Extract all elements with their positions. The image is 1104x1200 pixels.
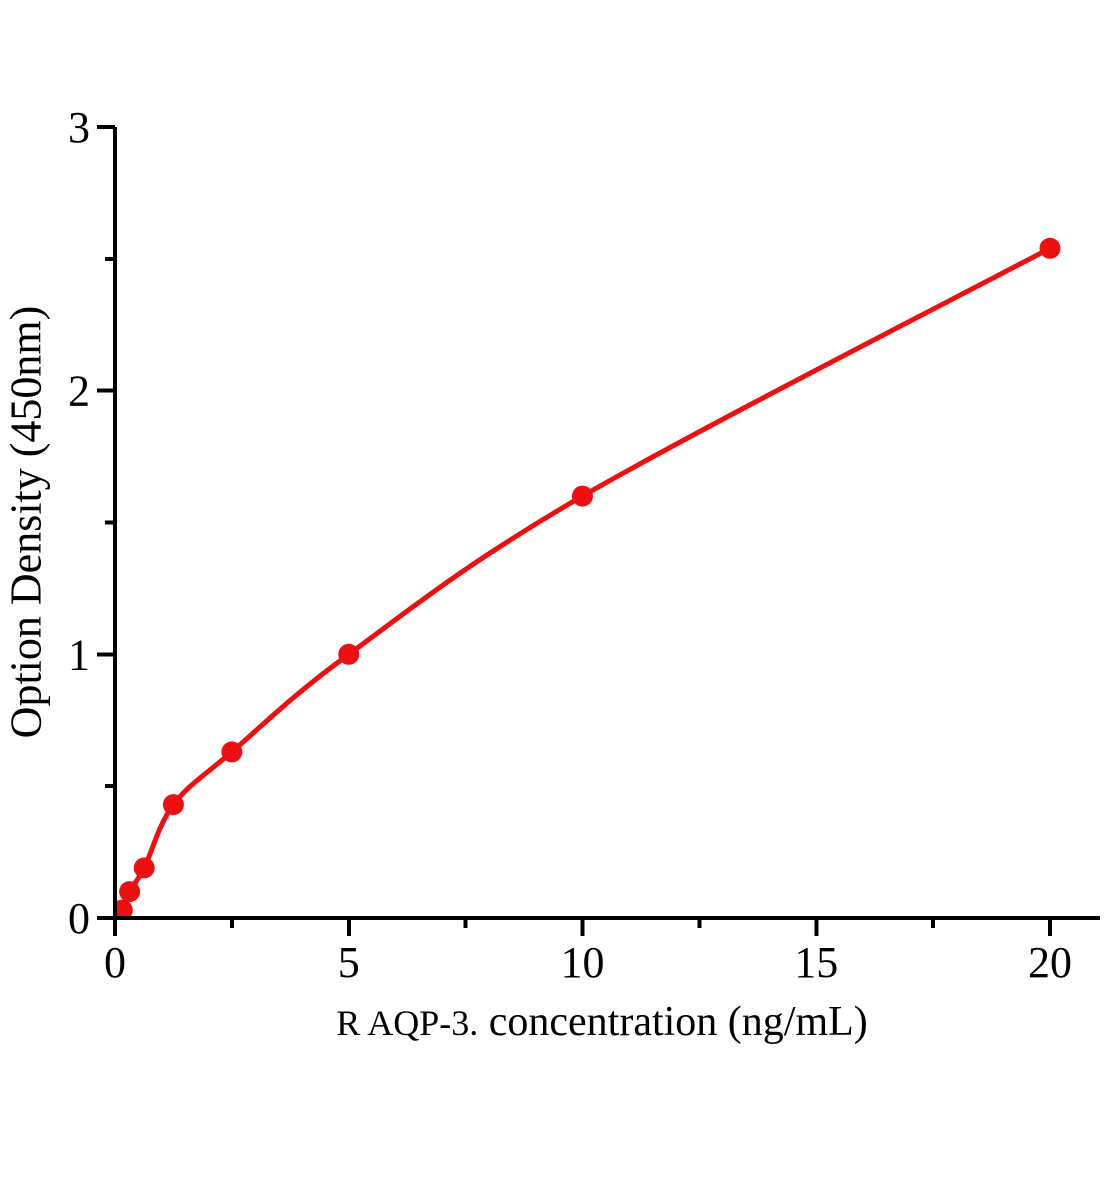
y-tick-label-1: 1 — [68, 630, 90, 679]
y-tick-label-0: 0 — [68, 894, 90, 943]
data-point-marker — [162, 794, 184, 816]
x-axis-title: R AQP-3. concentration (ng/mL) — [336, 998, 868, 1046]
y-axis-title: Option Density (450nm) — [1, 305, 51, 739]
x-tick-label-10: 10 — [561, 938, 605, 987]
data-point-marker — [116, 899, 133, 917]
data-point-marker — [338, 643, 360, 665]
data-point-marker — [221, 741, 243, 763]
x-tick-label-0: 0 — [104, 938, 126, 987]
plot-area — [116, 237, 1061, 917]
data-point-marker — [1039, 237, 1061, 259]
data-point-marker — [119, 881, 141, 903]
axes — [97, 125, 1100, 936]
x-tick-label-5: 5 — [338, 938, 360, 987]
x-axis-title-main: concentration (ng/mL) — [488, 999, 868, 1045]
standard-curve-line — [116, 245, 1053, 917]
x-axis-title-prefix: R AQP-3. — [336, 1003, 479, 1043]
x-tick-label-15: 15 — [794, 938, 838, 987]
y-tick-label-3: 3 — [68, 103, 90, 152]
y-tick-label-2: 2 — [68, 367, 90, 416]
tick-labels: 0 5 10 15 20 0 1 2 3 — [68, 103, 1072, 987]
data-point-marker — [133, 857, 155, 879]
data-point-marker — [572, 485, 593, 507]
x-tick-label-20: 20 — [1028, 938, 1072, 987]
